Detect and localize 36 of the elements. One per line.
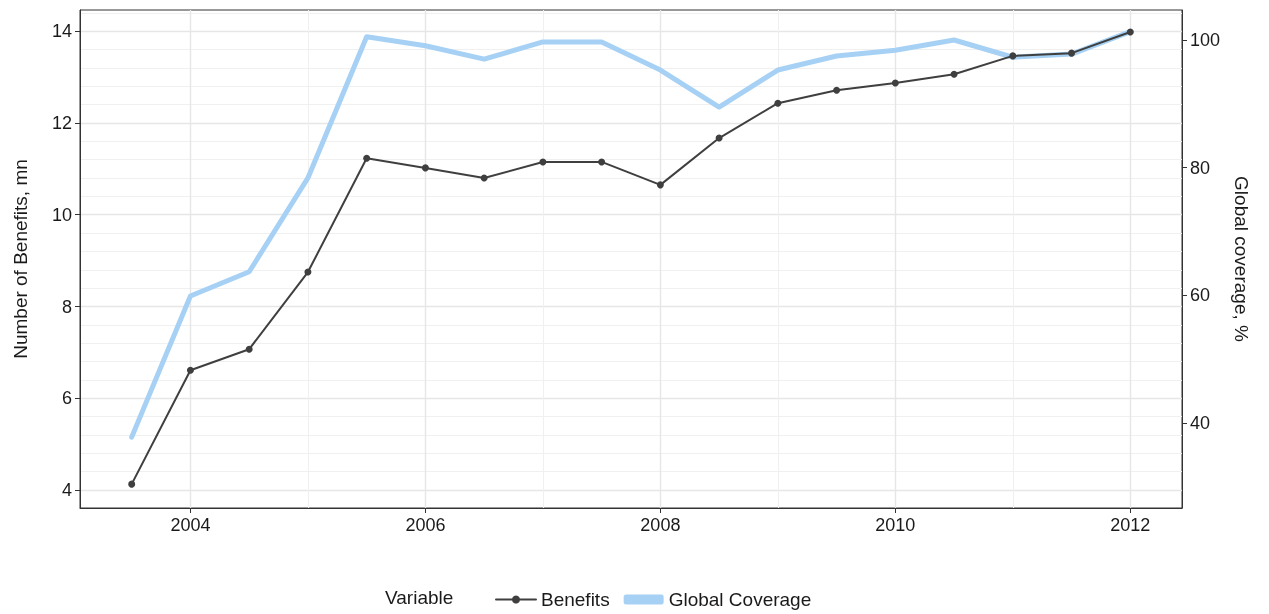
y2-axis-title: Global coverage, % xyxy=(1231,176,1252,343)
point xyxy=(598,158,606,166)
x-tick-label: 2012 xyxy=(1110,515,1151,535)
y-tick-label: 8 xyxy=(61,296,72,317)
point xyxy=(1126,28,1134,36)
x-tick-label: 2006 xyxy=(405,515,446,535)
y2-tick-label: 40 xyxy=(1190,413,1211,434)
legend-label: Global Coverage xyxy=(668,589,812,610)
point xyxy=(480,174,488,182)
point xyxy=(1009,52,1017,60)
point xyxy=(421,164,429,172)
legend-title: Variable xyxy=(385,587,454,608)
point xyxy=(363,154,371,162)
point xyxy=(1068,49,1076,57)
point xyxy=(774,99,782,107)
x-tick-label: 2010 xyxy=(875,515,916,535)
y2-tick-label: 100 xyxy=(1190,30,1221,51)
x-tick-label: 2004 xyxy=(170,515,211,535)
y-tick-label: 10 xyxy=(51,204,72,225)
point xyxy=(245,345,253,353)
point xyxy=(833,86,841,94)
point xyxy=(656,181,664,189)
y-tick-label: 14 xyxy=(51,21,72,42)
y-tick-label: 12 xyxy=(51,112,72,133)
y2-tick-label: 60 xyxy=(1190,285,1211,306)
point xyxy=(128,480,136,488)
point xyxy=(891,79,899,87)
point xyxy=(186,366,194,374)
y-tick-label: 6 xyxy=(61,388,72,409)
point xyxy=(539,158,547,166)
point xyxy=(950,70,958,78)
legend-label: Benefits xyxy=(541,589,610,610)
y2-tick-label: 80 xyxy=(1190,157,1211,178)
x-tick-label: 2008 xyxy=(640,515,681,535)
y-tick-label: 4 xyxy=(61,480,72,501)
y-axis-title: Number of Benefits, mn xyxy=(10,159,31,359)
